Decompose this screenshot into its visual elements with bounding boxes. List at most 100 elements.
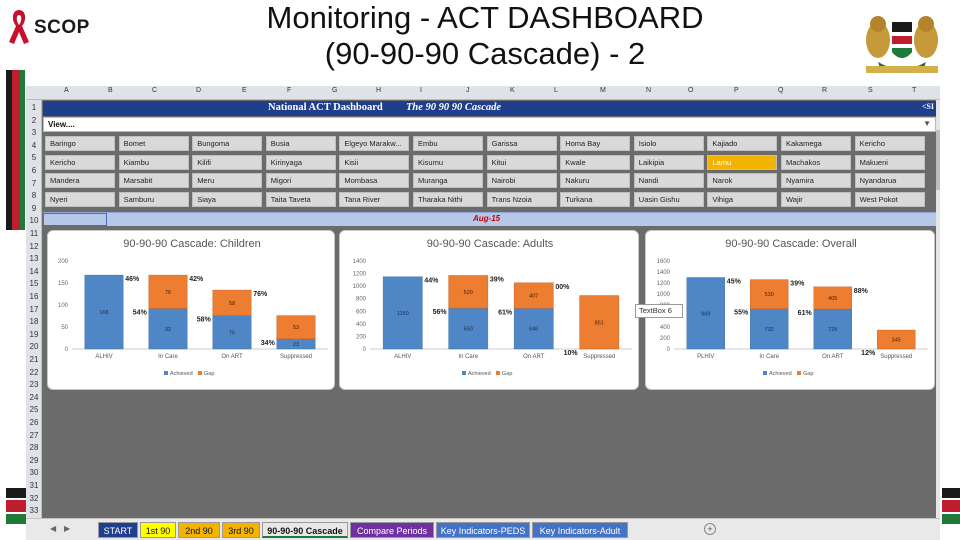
row-header[interactable]: 5 xyxy=(31,153,37,163)
sheet-next-icon[interactable]: ▶ xyxy=(64,524,71,533)
row-header[interactable]: 23 xyxy=(29,380,39,390)
county-button-mombasa[interactable]: Mombasa xyxy=(339,173,410,188)
county-button-bungoma[interactable]: Bungoma xyxy=(192,136,263,151)
county-button-kitui[interactable]: Kitui xyxy=(486,154,557,170)
row-header[interactable]: 1 xyxy=(31,103,37,112)
row-header[interactable]: 28 xyxy=(29,443,39,453)
column-header[interactable]: S xyxy=(868,87,873,94)
row-header[interactable]: 19 xyxy=(29,329,39,339)
row-header[interactable]: 15 xyxy=(29,279,39,289)
county-button-nairobi[interactable]: Nairobi xyxy=(486,173,557,188)
column-header[interactable]: C xyxy=(152,87,158,94)
chart-adults[interactable]: 90-90-90 Cascade: Adults 0 200 400 600 800 100… xyxy=(339,230,639,390)
county-button-nyandarua[interactable]: Nyandarua xyxy=(854,173,925,188)
row-header[interactable]: 10 xyxy=(29,216,39,226)
row-header[interactable]: 32 xyxy=(29,493,39,503)
row-header[interactable]: 20 xyxy=(29,342,39,352)
column-header[interactable]: Q xyxy=(778,87,784,94)
vertical-scrollbar[interactable] xyxy=(936,100,940,518)
row-header[interactable]: 17 xyxy=(29,304,39,314)
county-button-kilifi[interactable]: Kilifi xyxy=(192,154,263,170)
county-button-kericho[interactable]: Kericho xyxy=(45,154,115,170)
vertical-scroll-thumb[interactable] xyxy=(936,130,940,190)
chart-overall[interactable]: 90-90-90 Cascade: Overall020040060080010… xyxy=(645,230,935,390)
column-header[interactable]: R xyxy=(822,87,828,94)
sheet-tab-1st-90[interactable]: 1st 90 xyxy=(140,522,176,538)
county-button-kiambu[interactable]: Kiambu xyxy=(118,154,189,170)
county-button-marsabit[interactable]: Marsabit xyxy=(118,173,189,188)
county-button-migori[interactable]: Migori xyxy=(265,173,336,188)
county-button-tana-river[interactable]: Tana River xyxy=(339,191,410,207)
county-button-kajiado[interactable]: Kajiado xyxy=(707,136,778,151)
column-header[interactable]: D xyxy=(196,87,202,94)
filter-icon[interactable]: ▼ xyxy=(923,119,931,128)
sheet-tab-compare-periods[interactable]: Compare Periods xyxy=(350,522,434,538)
county-button-west-pokot[interactable]: West Pokot xyxy=(854,191,925,207)
column-header[interactable]: J xyxy=(466,87,470,94)
add-sheet-icon[interactable]: + xyxy=(704,523,716,535)
row-header[interactable]: 25 xyxy=(29,405,39,415)
row-header[interactable]: 13 xyxy=(29,254,39,264)
column-header[interactable]: H xyxy=(376,87,382,94)
county-button-muranga[interactable]: Muranga xyxy=(413,173,483,188)
county-button-turkana[interactable]: Turkana xyxy=(560,191,631,207)
county-button-trans-nzoia[interactable]: Trans Nzoia xyxy=(486,191,557,207)
county-button-busia[interactable]: Busia xyxy=(265,136,336,151)
view-slicer-header[interactable]: View.... ▼ xyxy=(43,117,936,132)
row-header[interactable]: 24 xyxy=(29,392,39,402)
row-header[interactable]: 8 xyxy=(31,191,37,201)
county-button-baringo[interactable]: Baringo xyxy=(45,136,115,151)
county-button-vihiga[interactable]: Vihiga xyxy=(707,191,778,207)
textbox-6[interactable]: TextBox 6 xyxy=(635,304,683,318)
sheet-tab-3rd-90[interactable]: 3rd 90 xyxy=(222,522,260,538)
row-header[interactable]: 26 xyxy=(29,418,39,427)
column-header[interactable]: P xyxy=(734,87,739,94)
row-header[interactable]: 7 xyxy=(31,178,37,188)
county-button-samburu[interactable]: Samburu xyxy=(118,191,189,207)
row-header[interactable]: 3 xyxy=(31,128,37,138)
column-header[interactable]: G xyxy=(332,87,338,94)
sheet-tab-90-90-90-cascade[interactable]: 90-90-90 Cascade xyxy=(262,522,348,538)
county-button-kisii[interactable]: Kisii xyxy=(339,154,410,170)
row-header[interactable]: 33 xyxy=(29,506,39,516)
sheet-tab-2nd-90[interactable]: 2nd 90 xyxy=(178,522,220,538)
county-button-tharaka-nithi[interactable]: Tharaka Nithi xyxy=(413,191,483,207)
county-button-machakos[interactable]: Machakos xyxy=(781,154,851,170)
row-header[interactable]: 9 xyxy=(31,203,37,213)
county-button-uasin-gishu[interactable]: Uasin Gishu xyxy=(633,191,704,207)
row-header[interactable]: 21 xyxy=(29,355,39,364)
county-button-nyeri[interactable]: Nyeri xyxy=(45,191,115,207)
column-header[interactable]: B xyxy=(108,87,113,94)
county-button-bomet[interactable]: Bomet xyxy=(118,136,189,151)
county-button-siaya[interactable]: Siaya xyxy=(192,191,263,207)
county-button-laikipia[interactable]: Laikipia xyxy=(633,154,704,170)
chart-children[interactable]: 90-90-90 Cascade: Children 0 50 100 150 200 16… xyxy=(47,230,335,390)
worksheet[interactable]: National ACT Dashboard The 90 90 90 Casc… xyxy=(43,100,936,518)
county-button-garissa[interactable]: Garissa xyxy=(486,136,557,151)
row-header[interactable]: 14 xyxy=(29,266,39,276)
column-header[interactable]: N xyxy=(646,87,652,94)
county-button-mandera[interactable]: Mandera xyxy=(45,173,115,188)
row-header[interactable]: 31 xyxy=(29,481,39,490)
county-button-kakamega[interactable]: Kakamega xyxy=(781,136,851,151)
column-header[interactable]: F xyxy=(287,87,292,94)
county-button-taita-taveta[interactable]: Taita Taveta xyxy=(265,191,336,207)
county-button-wajir[interactable]: Wajir xyxy=(781,191,851,207)
column-header[interactable]: T xyxy=(912,87,917,94)
sheet-prev-icon[interactable]: ◀ xyxy=(50,524,57,533)
county-button-nyamira[interactable]: Nyamira xyxy=(781,173,851,188)
row-header[interactable]: 18 xyxy=(29,317,39,327)
sheet-tab-key-indicators-adult[interactable]: Key Indicators-Adult xyxy=(532,522,628,538)
county-button-isiolo[interactable]: Isiolo xyxy=(633,136,704,151)
column-header[interactable]: E xyxy=(242,87,247,94)
sheet-tab-key-indicators-peds[interactable]: Key Indicators-PEDS xyxy=(436,522,530,538)
column-header[interactable]: O xyxy=(688,87,694,94)
county-button-nakuru[interactable]: Nakuru xyxy=(560,173,631,188)
sheet-tab-start[interactable]: START xyxy=(98,522,138,538)
column-header[interactable]: A xyxy=(64,87,69,94)
county-button-meru[interactable]: Meru xyxy=(192,173,263,188)
county-button-makueni[interactable]: Makueni xyxy=(854,154,925,170)
county-button-kisumu[interactable]: Kisumu xyxy=(413,154,483,170)
county-button-kericho[interactable]: Kericho xyxy=(854,136,925,151)
county-button-homa-bay[interactable]: Homa Bay xyxy=(560,136,631,151)
